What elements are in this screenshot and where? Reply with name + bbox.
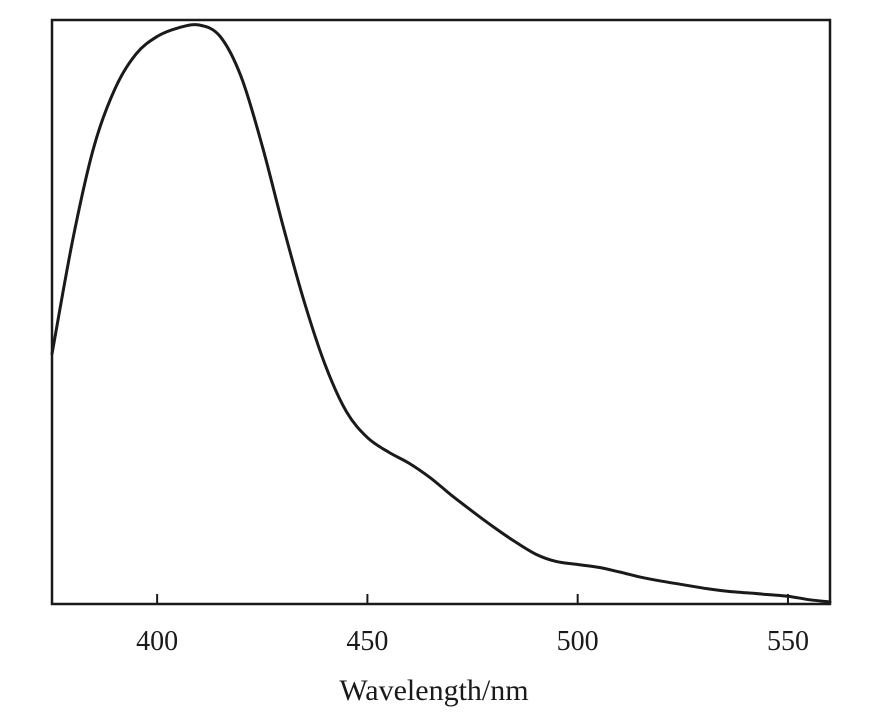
x-tick-label-500: 500 xyxy=(557,626,599,657)
x-tick-label-400: 400 xyxy=(136,626,178,657)
x-axis-ticks xyxy=(156,594,789,604)
plot-frame xyxy=(50,18,832,606)
x-tick-label-450: 450 xyxy=(346,626,388,657)
x-tick-label-550: 550 xyxy=(767,626,809,657)
series-line xyxy=(50,23,832,604)
x-axis-title: Wavelength/nm xyxy=(339,674,528,707)
x-axis-tick-labels: 400 450 500 550 xyxy=(136,626,809,657)
